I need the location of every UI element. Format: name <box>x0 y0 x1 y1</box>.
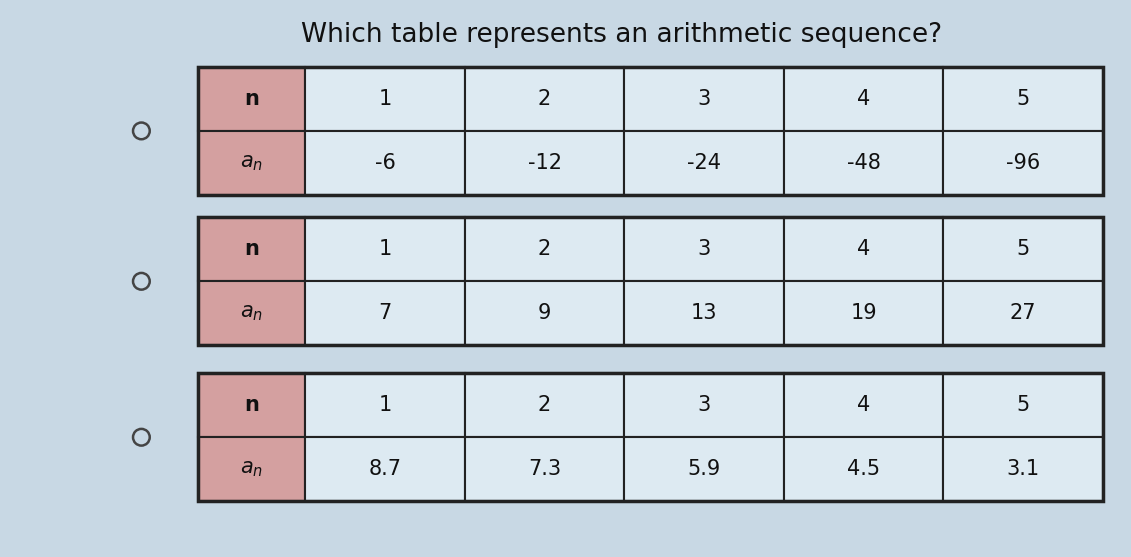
Text: 27: 27 <box>1010 304 1036 323</box>
Text: 4: 4 <box>857 240 870 259</box>
Text: 2: 2 <box>538 89 551 109</box>
Bar <box>305 67 465 131</box>
Text: 8.7: 8.7 <box>369 460 402 479</box>
Bar <box>465 67 624 131</box>
Bar <box>198 67 305 131</box>
Text: 9: 9 <box>538 304 551 323</box>
Bar <box>198 437 305 501</box>
Bar <box>305 131 465 195</box>
Text: 2: 2 <box>538 395 551 415</box>
Text: -24: -24 <box>687 153 722 173</box>
Text: 4: 4 <box>857 89 870 109</box>
Bar <box>465 437 624 501</box>
Bar <box>784 67 943 131</box>
Text: 5: 5 <box>1017 240 1029 259</box>
Bar <box>943 281 1103 345</box>
Bar <box>624 217 784 281</box>
Bar <box>943 67 1103 131</box>
Bar <box>198 281 305 345</box>
Text: 4: 4 <box>857 395 870 415</box>
Text: 19: 19 <box>851 304 877 323</box>
Bar <box>305 373 465 437</box>
Bar <box>784 131 943 195</box>
Bar <box>465 373 624 437</box>
Text: 1: 1 <box>379 240 391 259</box>
Text: Which table represents an arithmetic sequence?: Which table represents an arithmetic seq… <box>302 22 942 48</box>
Bar <box>465 217 624 281</box>
Bar <box>624 281 784 345</box>
Text: 13: 13 <box>691 304 717 323</box>
Text: 3.1: 3.1 <box>1007 460 1039 479</box>
Bar <box>784 281 943 345</box>
Text: $\mathbf{n}$: $\mathbf{n}$ <box>244 240 259 259</box>
Bar <box>198 217 1103 345</box>
Text: 7.3: 7.3 <box>528 460 561 479</box>
Text: 3: 3 <box>698 89 710 109</box>
Bar <box>198 373 1103 501</box>
Text: $a_n$: $a_n$ <box>240 153 264 173</box>
Text: -6: -6 <box>374 153 396 173</box>
Text: 3: 3 <box>698 240 710 259</box>
Text: -96: -96 <box>1005 153 1041 173</box>
Text: 4.5: 4.5 <box>847 460 880 479</box>
Text: 5.9: 5.9 <box>688 460 720 479</box>
Bar <box>784 437 943 501</box>
Text: -48: -48 <box>847 153 880 173</box>
Bar <box>943 437 1103 501</box>
Bar <box>198 67 1103 195</box>
Bar <box>198 131 305 195</box>
Bar <box>784 217 943 281</box>
Bar <box>624 373 784 437</box>
Text: $a_n$: $a_n$ <box>240 304 264 323</box>
Bar <box>624 437 784 501</box>
Text: 1: 1 <box>379 89 391 109</box>
Bar <box>624 131 784 195</box>
Bar <box>784 373 943 437</box>
Text: 2: 2 <box>538 240 551 259</box>
Text: 5: 5 <box>1017 89 1029 109</box>
Text: -12: -12 <box>527 153 562 173</box>
Bar <box>198 373 305 437</box>
Text: 7: 7 <box>379 304 391 323</box>
Text: 1: 1 <box>379 395 391 415</box>
Bar <box>465 281 624 345</box>
Text: 5: 5 <box>1017 395 1029 415</box>
Bar <box>305 281 465 345</box>
Bar <box>465 131 624 195</box>
Bar <box>943 217 1103 281</box>
Bar <box>624 67 784 131</box>
Text: $\mathbf{n}$: $\mathbf{n}$ <box>244 89 259 109</box>
Text: $a_n$: $a_n$ <box>240 460 264 479</box>
Bar <box>198 217 305 281</box>
Text: 3: 3 <box>698 395 710 415</box>
Bar <box>305 437 465 501</box>
Text: $\mathbf{n}$: $\mathbf{n}$ <box>244 395 259 415</box>
Bar <box>305 217 465 281</box>
Bar <box>943 373 1103 437</box>
Bar <box>943 131 1103 195</box>
